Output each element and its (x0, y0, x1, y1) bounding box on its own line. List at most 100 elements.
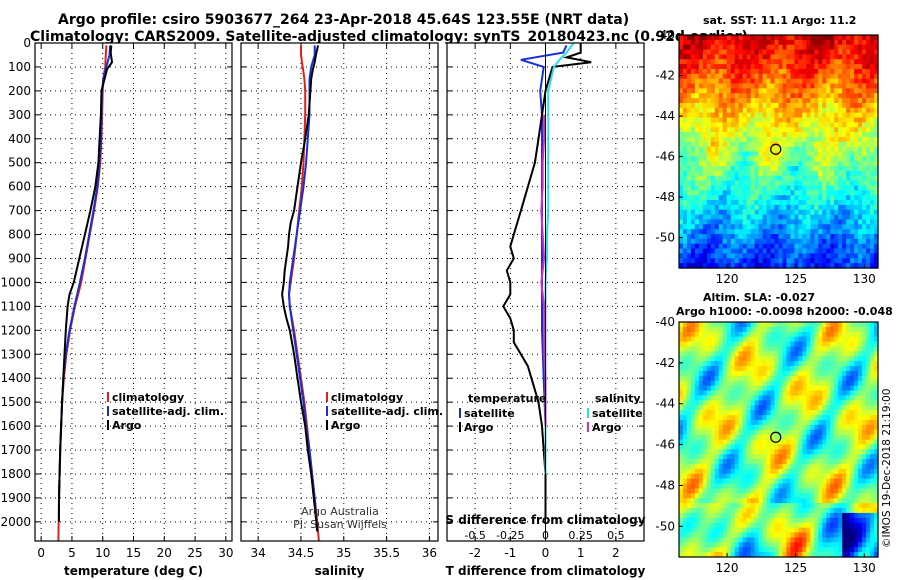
map-cell (734, 434, 740, 441)
map-cell (874, 419, 879, 426)
map-cell (862, 532, 867, 539)
map-cell (826, 405, 831, 411)
map-cell (778, 151, 784, 157)
map-cell (766, 253, 772, 259)
map-cell (850, 224, 855, 230)
map-cell (682, 146, 688, 153)
map-cell (686, 83, 692, 89)
map-cell (786, 151, 792, 157)
map-cell (846, 405, 851, 411)
map-cell (810, 508, 815, 514)
map-cell (818, 419, 823, 426)
map-cell (858, 229, 863, 235)
map-cell (694, 512, 700, 519)
map-cell (762, 346, 768, 352)
map-cell (834, 375, 839, 382)
map-cell (786, 424, 792, 431)
map-cell (838, 98, 843, 104)
map-cell (806, 243, 811, 250)
map-cell (774, 190, 780, 196)
map-cell (702, 419, 708, 426)
map-cell (694, 493, 700, 499)
map-cell (798, 493, 803, 499)
map-cell (838, 166, 843, 172)
map-cell (682, 200, 688, 206)
map-cell (746, 449, 752, 455)
map-cell (722, 243, 728, 250)
map-cell (842, 209, 847, 216)
sla-map-subtitle: Argo h1000: -0.0098 h2000: -0.048 (676, 305, 893, 318)
map-cell (790, 263, 796, 269)
map-cell (714, 39, 720, 46)
map-cell (738, 390, 744, 397)
map-cell (726, 444, 732, 450)
map-cell (686, 356, 692, 362)
map-cell (762, 200, 768, 206)
map-cell (866, 473, 871, 480)
map-cell (870, 224, 875, 230)
map-cell (690, 112, 696, 119)
map-cell (822, 336, 827, 343)
map-cell (782, 512, 788, 519)
map-cell (706, 200, 712, 206)
map-cell (838, 517, 843, 524)
map-cell (854, 415, 859, 421)
map-cell (846, 117, 851, 123)
map-cell (690, 454, 696, 460)
map-cell (810, 146, 815, 153)
map-cell (746, 473, 752, 480)
map-cell (826, 185, 831, 191)
map-cell (702, 356, 708, 362)
map-cell (846, 483, 851, 490)
map-cell (802, 336, 807, 343)
map-cell (794, 459, 799, 465)
map-cell (782, 112, 788, 119)
map-cell (870, 98, 875, 104)
map-cell (838, 341, 843, 348)
map-cell (694, 503, 700, 509)
map-cell (686, 326, 692, 333)
map-cell (870, 522, 875, 529)
map-cell (846, 238, 851, 245)
map-cell (758, 410, 764, 416)
map-cell (806, 185, 811, 191)
map-cell (814, 508, 819, 514)
map-cell (814, 405, 819, 411)
map-cell (846, 35, 851, 41)
map-cell (782, 175, 788, 182)
map-cell (806, 200, 811, 206)
map-cell (766, 146, 772, 153)
map-cell (706, 478, 712, 485)
map-cell (790, 122, 796, 128)
map-cell (730, 59, 736, 65)
map-cell (786, 243, 792, 250)
map-cell (706, 195, 712, 201)
map-cell (826, 517, 831, 524)
map-cell (730, 449, 736, 455)
map-cell (726, 195, 732, 201)
map-cell (770, 336, 776, 343)
map-cell (686, 385, 692, 392)
map-cell (814, 156, 819, 162)
map-cell (770, 390, 776, 397)
map-cell (718, 527, 724, 534)
map-cell (686, 537, 692, 543)
map-cell (834, 73, 839, 80)
map-cell (838, 366, 843, 372)
map-cell (726, 459, 732, 465)
map-cell (694, 527, 700, 534)
map-cell (722, 375, 728, 382)
map-cell (826, 166, 831, 172)
map-cell (874, 385, 879, 392)
map-cell (866, 522, 871, 529)
map-cell (690, 322, 696, 328)
map-cell (830, 356, 835, 362)
map-cell (846, 93, 851, 99)
map-cell (850, 49, 855, 56)
map-cell (810, 439, 815, 445)
map-cell (758, 444, 764, 450)
map-cell (698, 175, 704, 182)
map-cell (870, 253, 875, 259)
map-cell (866, 122, 871, 128)
map-cell (734, 522, 740, 529)
